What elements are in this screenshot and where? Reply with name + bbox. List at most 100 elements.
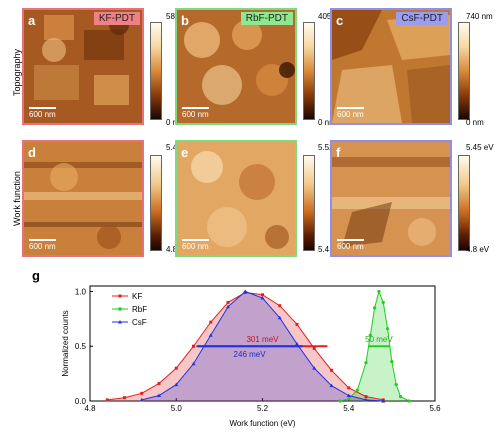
topography-image-kf — [24, 10, 142, 123]
data-point-kf — [347, 386, 351, 390]
sample-tag: KF-PDT — [93, 12, 140, 25]
colorbar-e — [303, 155, 315, 251]
panel-d-kf-work-function: d 600 nm — [22, 140, 144, 257]
legend-label-csf: CsF — [132, 318, 147, 327]
data-point-csf — [157, 393, 161, 398]
data-point-kf — [105, 398, 109, 402]
colorbar-f-max: 5.45 eV — [466, 143, 494, 152]
panel-letter: e — [181, 145, 189, 160]
data-point-kf — [226, 300, 230, 304]
data-point-csf — [364, 397, 368, 402]
data-point-rbf — [390, 359, 394, 364]
data-point-csf — [381, 399, 386, 403]
legend-label-kf: KF — [132, 292, 142, 301]
data-point-rbf — [373, 306, 377, 310]
fwhm-label-csf: 246 meV — [234, 350, 267, 359]
data-point-rbf — [407, 399, 411, 403]
data-point-kf — [312, 346, 316, 350]
data-point-csf — [174, 382, 179, 387]
panel-e-rbf-work-function: e 600 nm — [175, 140, 297, 257]
data-point-csf — [226, 304, 230, 309]
data-point-csf — [243, 289, 248, 293]
data-point-rbf — [355, 388, 359, 392]
fwhm-label-rbf: 50 meV — [365, 335, 393, 344]
data-point-csf — [312, 366, 317, 370]
data-point-kf — [140, 391, 144, 395]
legend-marker-kf — [118, 294, 122, 298]
x-tick-label: 4.8 — [84, 404, 96, 413]
sample-tag: CsF-PDT — [396, 12, 448, 25]
data-point-csf — [277, 315, 282, 320]
work-function-histogram-chart: 4.8 5.0 5.2 5.4 5.6 0.0 0.5 1.0 Work function (e… — [61, 285, 441, 428]
colorbar-d — [150, 155, 162, 251]
scale-bar: 600 nm — [337, 107, 364, 119]
data-point-rbf — [364, 361, 368, 365]
panel-letter: c — [336, 13, 344, 28]
data-point-rbf — [381, 300, 385, 305]
fwhm-label-kf: 301 meV — [246, 335, 279, 344]
panel-letter: f — [336, 145, 341, 160]
data-point-rbf — [394, 382, 398, 387]
colorbar-f-min: 4.8 eV — [466, 245, 490, 254]
data-point-rbf — [338, 399, 342, 403]
colorbar-c-max: 740 nm — [466, 12, 493, 21]
scale-bar: 600 nm — [182, 239, 209, 251]
work-function-image-csf — [332, 142, 450, 255]
panel-letter-g: g — [32, 268, 40, 283]
colorbar-c — [458, 22, 470, 120]
x-tick-label: 5.2 — [257, 404, 269, 413]
scale-bar: 600 nm — [182, 107, 209, 119]
data-point-csf — [260, 296, 265, 300]
panel-f-csf-work-function: f 600 nm — [330, 140, 452, 257]
data-point-kf — [192, 344, 195, 348]
data-point-kf — [364, 395, 368, 399]
data-point-kf — [330, 368, 333, 372]
colorbar-b-min: 0 nm — [318, 118, 336, 127]
data-point-kf — [278, 304, 282, 308]
legend-marker-csf — [118, 320, 122, 324]
sample-tag: RbF-PDT — [240, 12, 293, 25]
y-tick-label: 0.0 — [75, 397, 87, 406]
data-point-csf — [191, 361, 196, 366]
scale-bar: 600 nm — [29, 107, 56, 119]
data-point-kf — [295, 322, 299, 326]
scale-bar: 600 nm — [337, 239, 364, 251]
y-tick-label: 0.5 — [75, 342, 87, 351]
data-point-kf — [123, 396, 126, 400]
panel-letter: a — [28, 13, 36, 28]
legend-label-rbf: RbF — [132, 305, 147, 314]
colorbar-f — [458, 155, 470, 251]
data-point-csf — [208, 333, 213, 337]
colorbar-c-min: 0 nm — [466, 118, 484, 127]
legend-marker-rbf — [118, 307, 122, 311]
colorbar-a — [150, 22, 162, 120]
data-point-csf — [329, 383, 334, 388]
y-axis-label: Normalized counts — [61, 310, 70, 376]
panel-letter: d — [28, 145, 36, 160]
data-point-csf — [346, 393, 351, 398]
data-point-kf — [174, 366, 178, 370]
y-tick-label: 1.0 — [75, 287, 87, 296]
scale-bar: 600 nm — [29, 239, 56, 251]
topography-image-rbf — [177, 10, 295, 123]
data-point-rbf — [347, 397, 351, 401]
data-point-csf — [295, 342, 299, 346]
data-point-rbf — [398, 395, 403, 399]
data-point-kf — [157, 381, 161, 385]
colorbar-b — [303, 22, 315, 120]
colorbar-a-min: 0 nm — [166, 118, 184, 127]
x-axis-label: Work function (eV) — [229, 419, 295, 428]
x-tick-label: 5.0 — [171, 404, 183, 413]
row-label-work-function: Work function — [12, 171, 22, 226]
row-label-topography: Topography — [12, 48, 22, 96]
data-point-csf — [139, 397, 144, 402]
topography-image-csf — [332, 10, 450, 123]
data-point-rbf — [377, 289, 381, 294]
panel-a-kf-topography: a KF-PDT 600 nm — [22, 8, 144, 125]
x-tick-label: 5.4 — [343, 404, 355, 413]
panel-c-csf-topography: c CsF-PDT 600 nm — [330, 8, 452, 125]
work-function-image-rbf — [177, 142, 295, 255]
data-point-kf — [261, 293, 264, 297]
panel-b-rbf-topography: b RbF-PDT 600 nm — [175, 8, 297, 125]
colorbar-e-min: 5.4 eV — [318, 245, 342, 254]
